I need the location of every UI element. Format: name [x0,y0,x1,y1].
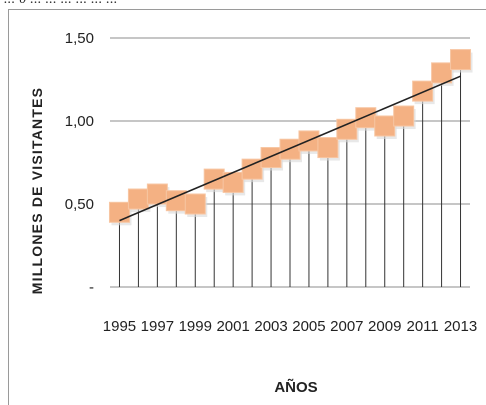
drop-lines-layer [118,59,462,287]
x-tick-label-1995: 1995 [103,318,136,335]
marker-2003 [260,147,282,169]
banner-text: ... 0 ... ... ... ... ... ... [4,0,118,8]
markers-layer [108,49,473,226]
x-tick-label-2011: 2011 [406,318,438,335]
x-tick-label-2013: 2013 [444,318,477,335]
x-tick-label-2005: 2005 [292,318,325,335]
x-tick-label-2001: 2001 [216,318,249,335]
marker-2008 [355,107,377,129]
x-tick-labels: 1995 1997 1999 2001 2003 2005 2007 2009 2011 2013 [103,318,477,335]
x-tick-label-1997: 1997 [141,318,174,335]
y-tick-label-1: 0,50 [65,196,94,213]
marker-2011 [412,80,434,102]
x-tick-label-2009: 2009 [368,318,401,335]
top-banner: ... 0 ... ... ... ... ... ... [0,0,486,9]
marker-1996 [127,188,149,210]
y-tick-labels: - 0,50 1,00 1,50 [65,30,94,296]
marker-2012 [431,62,453,84]
x-tick-label-2003: 2003 [254,318,287,335]
y-tick-label-2: 1,00 [65,113,94,130]
y-tick-label-0: - [89,279,94,296]
y-tick-label-3: 1,50 [65,30,94,47]
x-tick-label-1999: 1999 [179,318,212,335]
x-axis-title: AÑOS [274,378,317,396]
chart-frame [8,9,486,405]
y-axis-title: MILLONES DE VISITANTES [29,87,45,294]
marker-2000 [203,168,225,190]
trendline-layer [119,75,461,222]
trendline [119,75,461,222]
marker-2009 [374,115,396,137]
marker-1999 [184,193,206,215]
marker-1995 [108,201,130,223]
marker-2010 [393,105,415,127]
marker-2007 [336,118,358,140]
marker-2013 [450,49,472,71]
marker-2006 [317,137,339,159]
x-tick-label-2007: 2007 [330,318,363,335]
